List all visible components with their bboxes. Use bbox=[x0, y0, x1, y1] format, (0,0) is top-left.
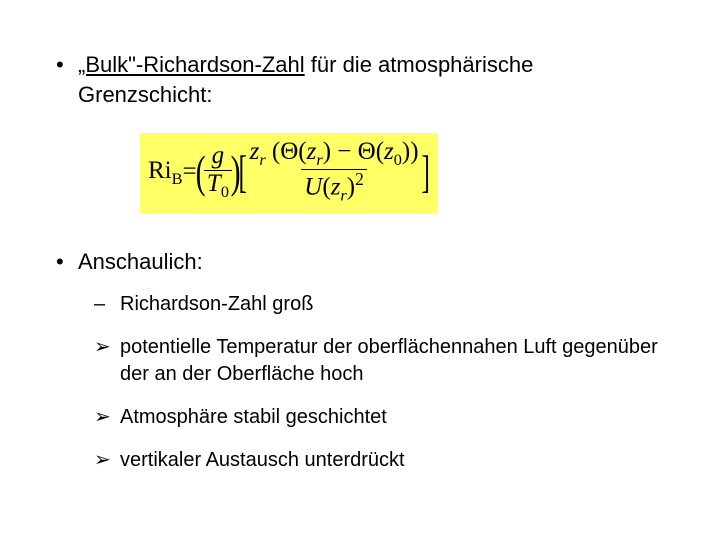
sub-bullet-arrow-0: ➢ potentielle Temperatur der oberflächen… bbox=[94, 334, 670, 388]
rbracket: ] bbox=[421, 149, 429, 195]
formula-lhs-sub: B bbox=[172, 170, 183, 188]
lbracket: [ bbox=[239, 149, 247, 195]
frac-main: zr (Θ(zr) − Θ(z0)) U(zr)2 bbox=[247, 139, 422, 204]
sub-bullet-arrow-2: ➢ vertikaler Austausch unterdrückt bbox=[94, 447, 670, 474]
bullet-marker: • bbox=[50, 50, 78, 109]
formula-container: RiB = ( g T0 ) [ zr (Θ(zr) − Θ(z0)) U(zr… bbox=[140, 133, 670, 212]
theta1: Θ bbox=[280, 138, 298, 165]
formula-lhs: Ri bbox=[148, 157, 172, 184]
bullet-text: „Bulk"-Richardson-Zahl für die atmosphär… bbox=[78, 50, 670, 109]
sub-bullet-arrow-1: ➢ Atmosphäre stabil geschichtet bbox=[94, 404, 670, 431]
underlined-term: „Bulk"-Richardson-Zahl bbox=[78, 52, 305, 77]
z0: 0 bbox=[394, 151, 402, 169]
dash-marker: – bbox=[94, 291, 120, 318]
arrow-text-2: vertikaler Austausch unterdrückt bbox=[120, 447, 405, 474]
arrow-marker-0: ➢ bbox=[94, 334, 120, 388]
arrow-marker-1: ➢ bbox=[94, 404, 120, 431]
z-sym: z bbox=[250, 138, 260, 165]
arrow-text-1: Atmosphäre stabil geschichtet bbox=[120, 404, 387, 431]
bullet-anschaulich: • Anschaulich: bbox=[50, 247, 670, 277]
theta2: Θ bbox=[358, 138, 376, 165]
sq: 2 bbox=[355, 169, 364, 189]
z4: z bbox=[331, 174, 341, 201]
sub-bullet-dash: – Richardson-Zahl groß bbox=[94, 291, 670, 318]
dash-text: Richardson-Zahl groß bbox=[120, 291, 313, 318]
U-sym: U bbox=[304, 174, 322, 201]
frac-num-g: g bbox=[212, 142, 225, 169]
zr2: r bbox=[316, 151, 322, 169]
zr4: r bbox=[340, 187, 346, 205]
arrow-text-0: potentielle Temperatur der oberflächenna… bbox=[120, 334, 670, 388]
bullet-marker-2: • bbox=[50, 247, 78, 277]
richardson-formula: RiB = ( g T0 ) [ zr (Θ(zr) − Θ(z0)) U(zr… bbox=[140, 133, 437, 212]
frac-den-sub0: 0 bbox=[221, 183, 229, 201]
bullet-bulk-richardson: • „Bulk"-Richardson-Zahl für die atmosph… bbox=[50, 50, 670, 109]
minus: − bbox=[331, 138, 358, 165]
frac-den-T: T bbox=[207, 170, 221, 197]
lparen: ( bbox=[195, 149, 205, 195]
formula-equals: = bbox=[182, 155, 196, 189]
arrow-marker-2: ➢ bbox=[94, 447, 120, 474]
z3: z bbox=[384, 138, 394, 165]
z-sub-r: r bbox=[259, 151, 265, 169]
z2: z bbox=[307, 138, 317, 165]
frac-g-over-t0: g T0 bbox=[204, 143, 232, 200]
bullet-text-2: Anschaulich: bbox=[78, 247, 670, 277]
